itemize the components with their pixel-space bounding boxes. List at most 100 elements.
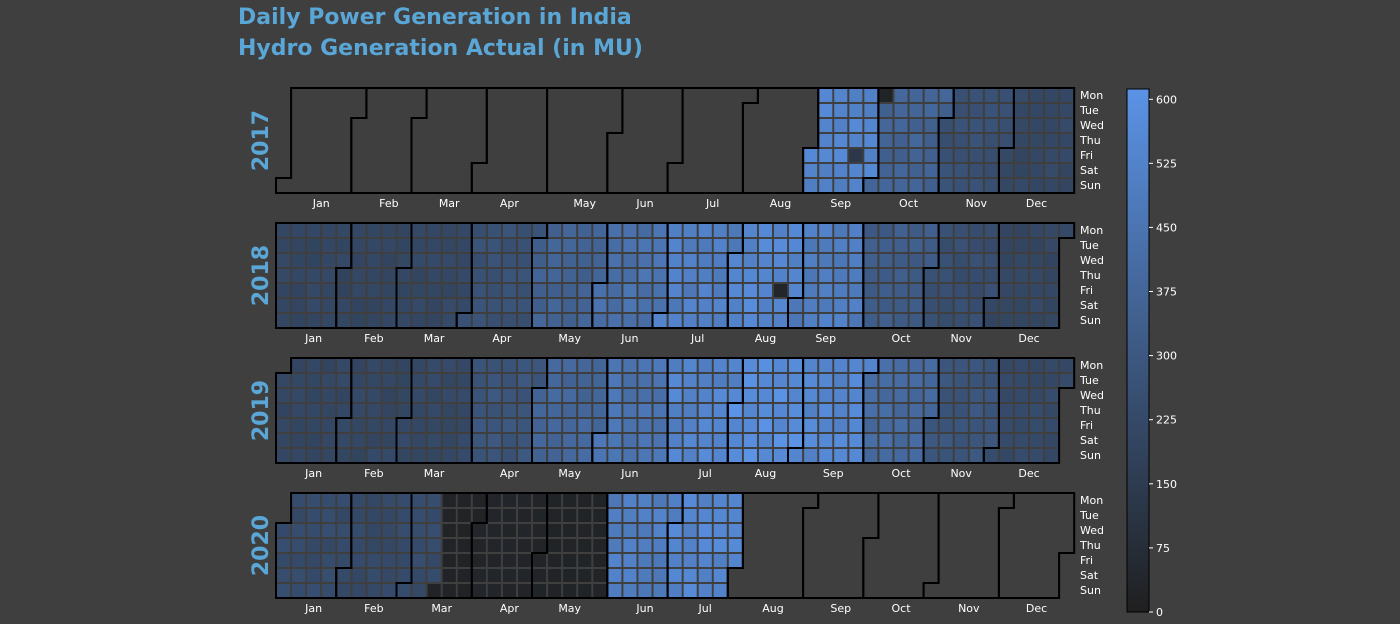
heatmap-cell [563,554,577,567]
heatmap-cell [307,449,321,462]
heatmap-cell [352,239,366,252]
heatmap-cell [397,404,411,417]
heatmap-cell [879,134,893,147]
heatmap-cell [683,419,697,432]
heatmap-cell [789,359,803,372]
month-label: Apr [500,467,520,480]
heatmap-cell [849,374,863,387]
heatmap-cell [1045,224,1059,237]
heatmap-cell [1030,299,1044,312]
weekday-label: Thu [1079,134,1101,147]
heatmap-cell [758,224,772,237]
heatmap-cell [698,254,712,267]
heatmap-cell [442,314,456,327]
heatmap-cell [352,539,366,552]
heatmap-cell [954,164,968,177]
heatmap-cell [352,554,366,567]
heatmap-cell [457,449,471,462]
month-outline [982,357,1076,464]
heatmap-cell [834,164,848,177]
heatmap-cell [548,314,562,327]
heatmap-cell [412,224,426,237]
heatmap-cell [337,314,351,327]
month-label: Mar [424,332,445,345]
heatmap-cell [427,584,441,597]
heatmap-cell [352,449,366,462]
heatmap-cell [653,509,667,522]
heatmap-cell [412,404,426,417]
heatmap-cell [939,269,953,282]
heatmap-cell [427,389,441,402]
heatmap-cell [939,374,953,387]
heatmap-cell [578,494,592,507]
heatmap-cell [984,314,998,327]
heatmap-cell [1060,179,1074,192]
heatmap-cell [1045,374,1059,387]
heatmap-cell [518,224,532,237]
heatmap-cell [487,404,501,417]
heatmap-cell [879,284,893,297]
heatmap-cell [894,269,908,282]
heatmap-cell [894,404,908,417]
heatmap-cell [1030,419,1044,432]
heatmap-cell [502,554,516,567]
weekday-label: Tue [1079,239,1099,252]
heatmap-cell [819,374,833,387]
heatmap-cell [864,134,878,147]
month-label: Jun [620,467,638,480]
heatmap-cell [337,404,351,417]
heatmap-cell [683,299,697,312]
heatmap-cell [548,299,562,312]
heatmap-cell [533,419,547,432]
heatmap-cell [879,314,893,327]
heatmap-cell [774,284,788,297]
heatmap-cell [457,434,471,447]
chart-title-line-2: Hydro Generation Actual (in MU) [238,36,643,61]
heatmap-cell [924,239,938,252]
heatmap-cell [1014,419,1028,432]
heatmap-cell [337,554,351,567]
heatmap-cell [397,269,411,282]
heatmap-cell [924,104,938,117]
heatmap-cell [819,104,833,117]
heatmap-cell [819,164,833,177]
heatmap-cell [427,509,441,522]
heatmap-cell [337,389,351,402]
heatmap-cell [412,359,426,372]
heatmap-cell [307,224,321,237]
heatmap-cell [593,359,607,372]
heatmap-cell [894,104,908,117]
weekday-label: Thu [1079,269,1101,282]
heatmap-cell [698,494,712,507]
heatmap-cell [653,524,667,537]
heatmap-cell [834,179,848,192]
month-label: Jul [698,467,712,480]
heatmap-cell [307,524,321,537]
heatmap-cell [322,419,336,432]
heatmap-cell [743,254,757,267]
heatmap-cell [608,494,622,507]
heatmap-cell [969,89,983,102]
heatmap-cell [1014,239,1028,252]
heatmap-cell [939,284,953,297]
heatmap-cell [743,224,757,237]
heatmap-cell [879,254,893,267]
heatmap-cell [864,104,878,117]
heatmap-cell [683,554,697,567]
month-label: Feb [364,602,383,615]
heatmap-cell [548,224,562,237]
heatmap-cell [487,524,501,537]
heatmap-cell [548,389,562,402]
heatmap-cell [849,284,863,297]
heatmap-cell [1030,449,1044,462]
heatmap-cell [382,509,396,522]
heatmap-cell [969,299,983,312]
heatmap-cell [728,254,742,267]
heatmap-cell [894,239,908,252]
heatmap-cell [999,404,1013,417]
heatmap-cell [307,299,321,312]
heatmap-cell [563,374,577,387]
heatmap-cell [533,389,547,402]
heatmap-cell [1060,104,1074,117]
heatmap-cell [472,449,486,462]
